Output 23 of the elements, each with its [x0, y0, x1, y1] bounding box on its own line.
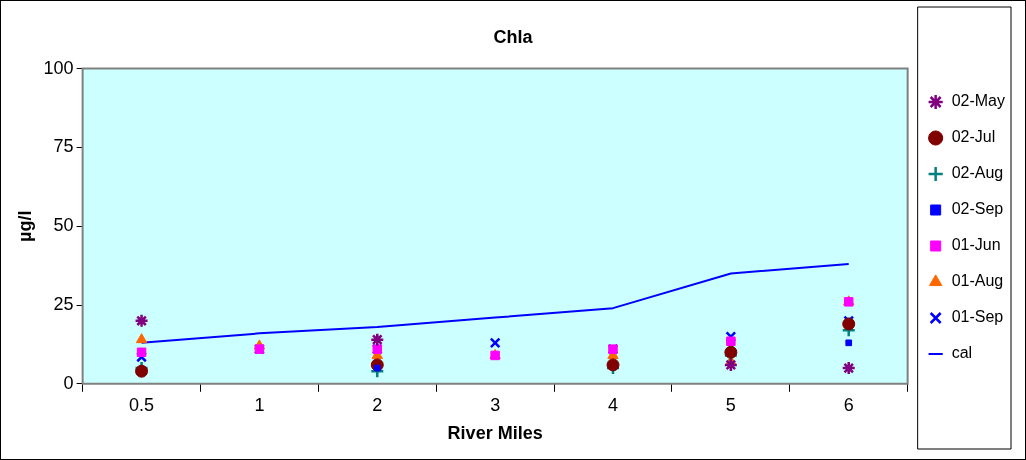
legend-label: 02-Jul — [951, 128, 996, 146]
chart-title: Chla — [493, 26, 534, 47]
legend-label: 02-Aug — [951, 164, 1004, 182]
y-tick-label: 50 — [53, 215, 74, 236]
legend-label: 01-Sep — [951, 308, 1004, 326]
x-tick-label: 3 — [490, 394, 501, 415]
y-tick-label: 75 — [53, 136, 74, 157]
x-tick-label: 4 — [607, 394, 619, 415]
y-tick-label: 100 — [43, 57, 74, 78]
x-tick-label: 6 — [843, 394, 854, 415]
legend-label: 02-Sep — [951, 200, 1004, 218]
y-axis-title: µg/l — [14, 210, 35, 242]
legend-label: 02-May — [951, 92, 1006, 110]
y-tick-label: 25 — [53, 293, 74, 314]
x-tick-label: 0.5 — [129, 394, 155, 415]
legend-label: 01-Jun — [951, 236, 1001, 254]
x-tick-label: 1 — [254, 394, 265, 415]
y-tick-label: 0 — [63, 372, 74, 393]
legend-label: 01-Aug — [951, 272, 1004, 290]
legend-label: cal — [951, 344, 973, 362]
x-tick-label: 2 — [372, 394, 383, 415]
x-tick-label: 5 — [725, 394, 736, 415]
x-axis-title: River Miles — [447, 423, 543, 444]
